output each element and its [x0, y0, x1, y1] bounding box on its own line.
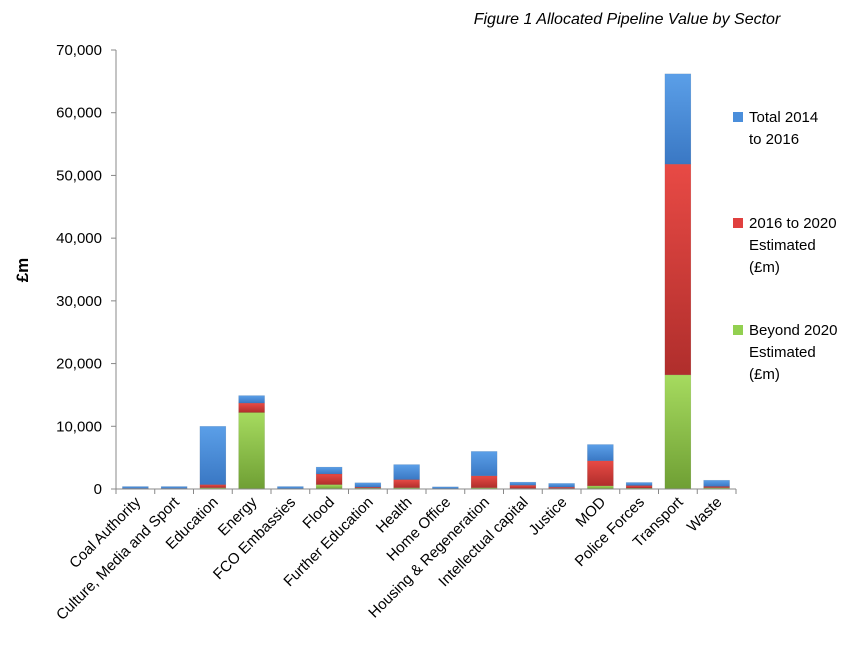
- bar-segment: [587, 444, 614, 462]
- y-tick-label: 50,000: [56, 167, 102, 184]
- bar-segment: [160, 486, 188, 489]
- y-tick-label: 20,000: [56, 356, 102, 373]
- legend-label: Total 2014 to 2016: [749, 109, 818, 148]
- bar-segment: [238, 412, 265, 490]
- y-tick-label: 40,000: [56, 230, 102, 247]
- x-category-label: Justice: [525, 494, 570, 539]
- bar-segment: [199, 426, 227, 485]
- bar-segment: [315, 473, 343, 485]
- y-tick-label: 30,000: [56, 293, 102, 310]
- y-tick-label: 70,000: [56, 42, 102, 59]
- bar-segment: [703, 479, 730, 487]
- y-tick-label: 10,000: [56, 418, 102, 435]
- bar-segment: [548, 483, 575, 488]
- legend-swatch: [733, 325, 743, 335]
- bar-segment: [664, 163, 692, 376]
- legend-swatch: [733, 218, 743, 228]
- bar-segment: [277, 486, 304, 489]
- legend-label: Beyond 2020 Estimated (£m): [749, 322, 837, 383]
- bar-segment: [509, 481, 537, 486]
- bar-segment: [470, 451, 498, 477]
- legend-label: 2016 to 2020 Estimated (£m): [749, 215, 837, 276]
- bar-segment: [238, 395, 265, 404]
- bar-segment: [238, 402, 265, 413]
- bar-segment: [587, 460, 614, 487]
- bar-segment: [315, 484, 343, 490]
- legend-swatch: [733, 112, 743, 122]
- y-tick-label: 0: [94, 481, 102, 498]
- bar-segment: [625, 485, 653, 489]
- bar-segment: [664, 374, 692, 490]
- legend: Total 2014 to 2016 2016 to 2020 Estimated (£…: [733, 109, 837, 383]
- bar-segment: [432, 486, 459, 489]
- bar-segment: [664, 73, 692, 165]
- bar-segment: [393, 464, 420, 480]
- bar-segment: [393, 479, 420, 488]
- y-axis-label: £m: [13, 258, 32, 283]
- chart-title: Figure 1 Allocated Pipeline Value by Sec…: [474, 11, 781, 28]
- bar-segment: [470, 475, 498, 488]
- y-tick-label: 60,000: [56, 105, 102, 122]
- bar-segment: [315, 466, 343, 475]
- bar-segment: [199, 484, 227, 488]
- bars-group: [122, 73, 730, 490]
- bar-segment: [354, 482, 382, 488]
- bar-segment: [625, 482, 653, 486]
- bar-segment: [122, 486, 149, 489]
- x-category-label: Waste: [684, 494, 726, 536]
- y-axis: 0 10,000 20,000 30,000 40,000 50,000 60,000 70,…: [56, 42, 117, 498]
- bar-segment: [509, 484, 537, 489]
